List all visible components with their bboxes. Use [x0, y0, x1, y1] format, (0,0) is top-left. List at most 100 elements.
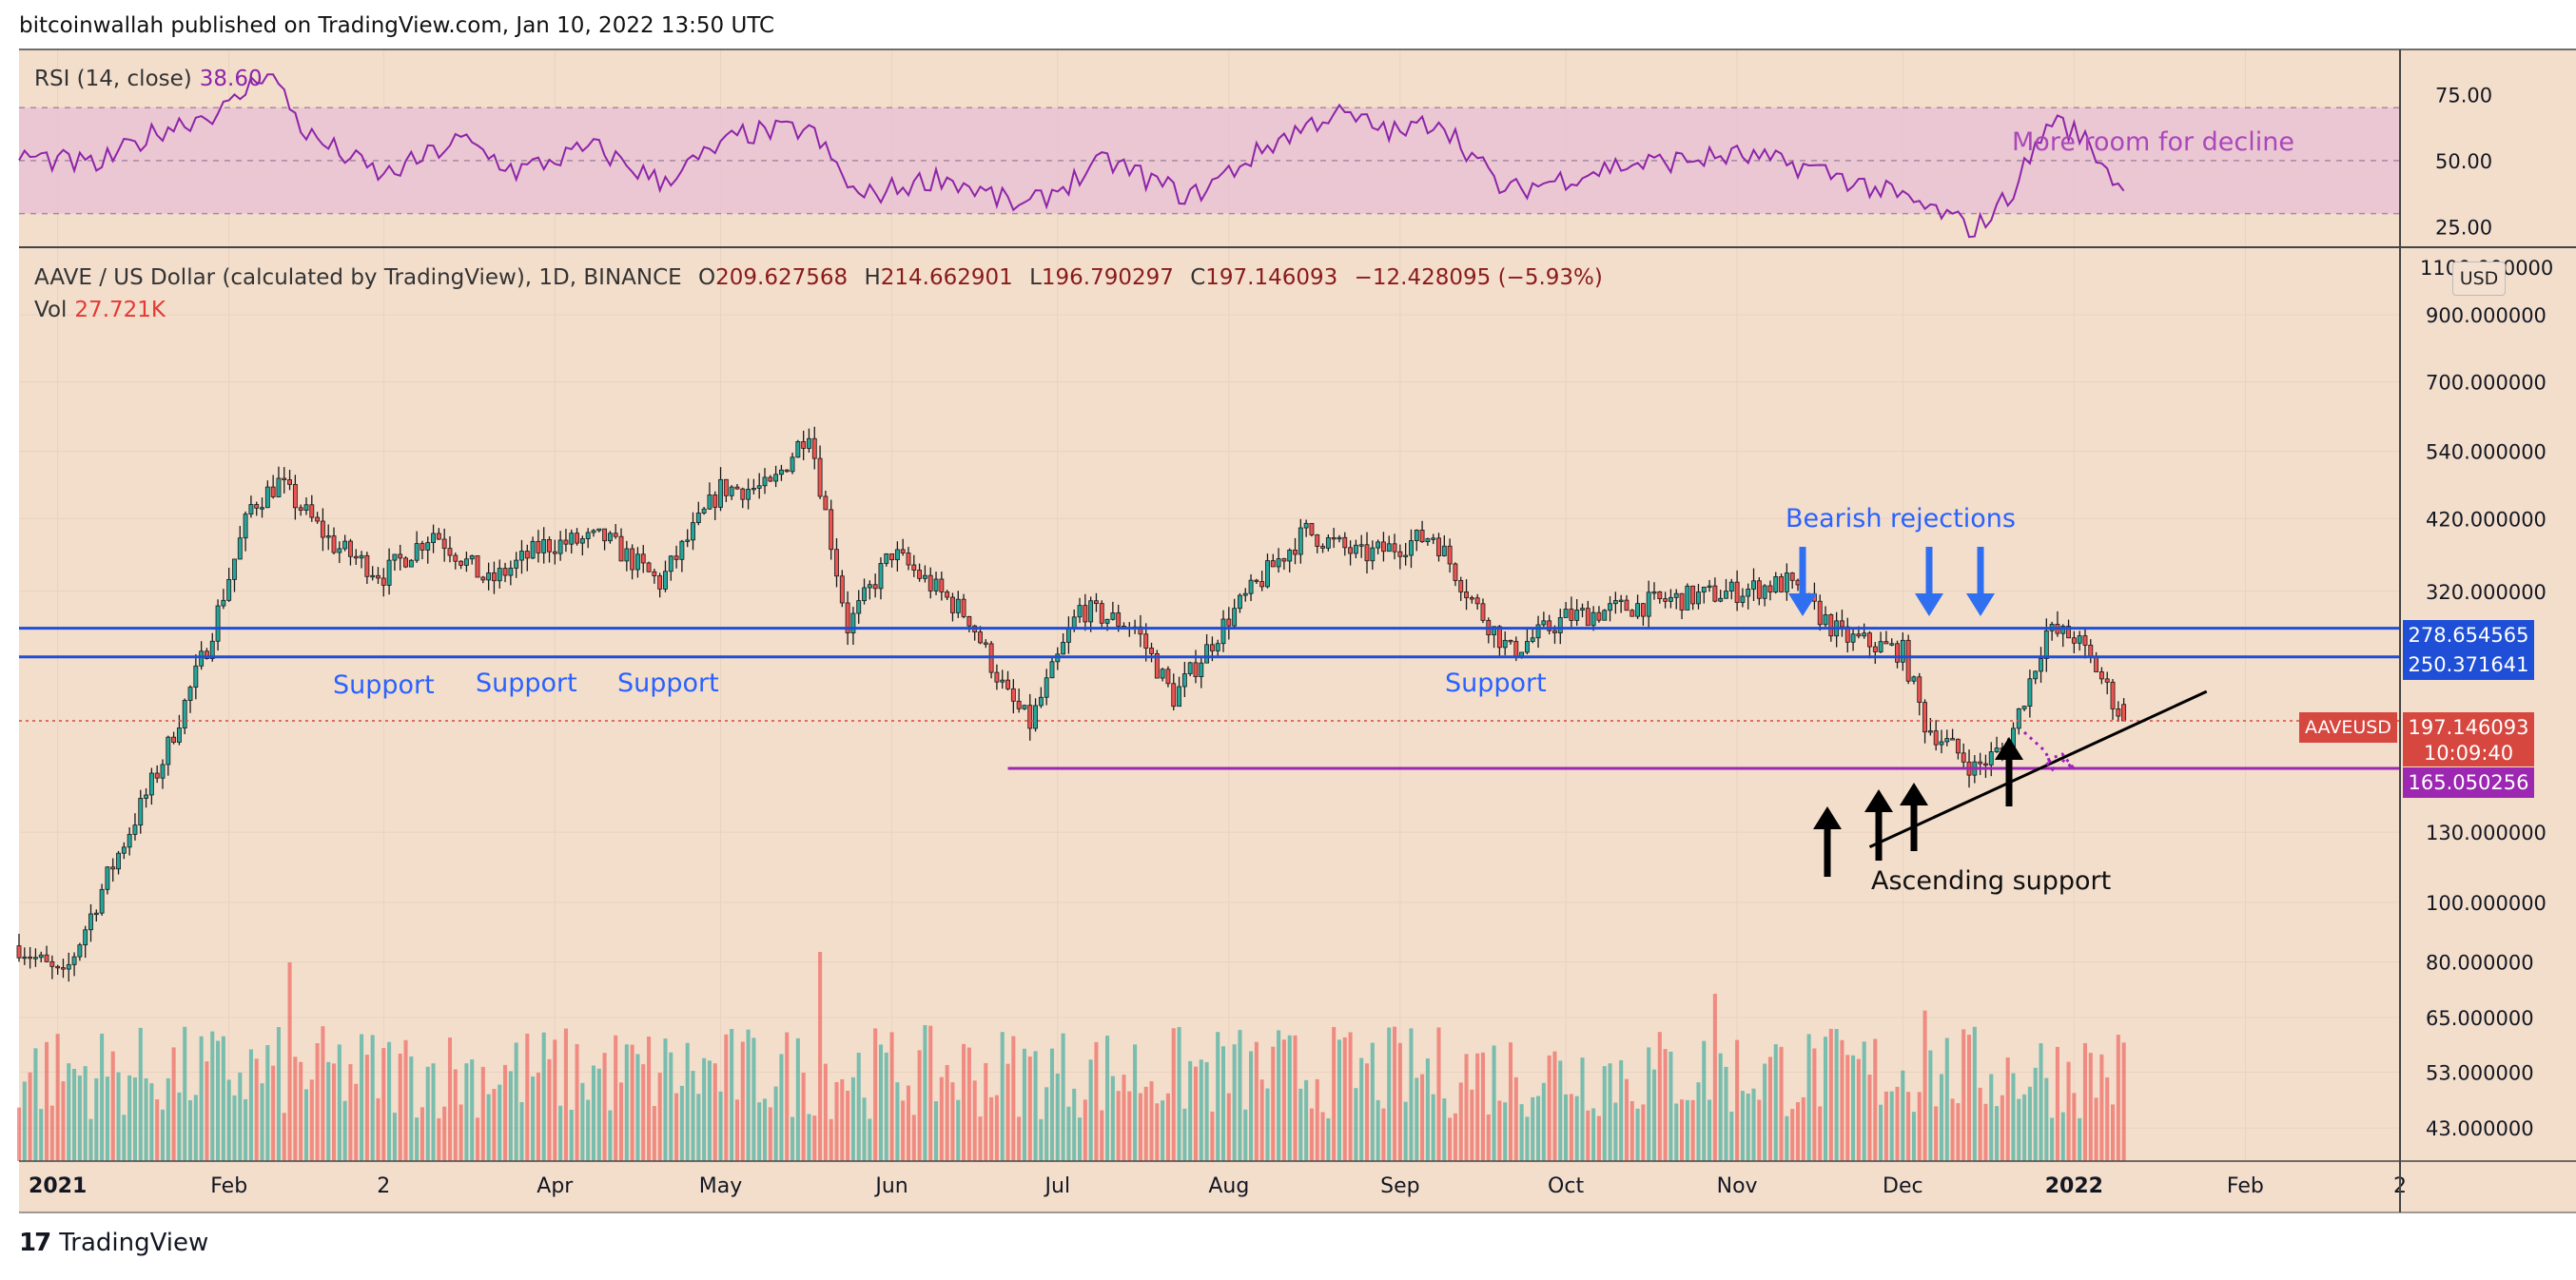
volume-bar	[1480, 1052, 1486, 1161]
volume-bar	[387, 1041, 392, 1161]
support-annotation-2: Support	[476, 669, 577, 698]
candle-body	[1154, 652, 1160, 679]
candle-body	[193, 665, 199, 688]
volume-bar	[746, 1029, 751, 1161]
volume-bar	[1525, 1116, 1530, 1161]
currency-button[interactable]: USD	[2452, 262, 2506, 296]
volume-bar	[1376, 1099, 1380, 1161]
candle-body	[845, 602, 850, 633]
candle-body	[1612, 600, 1618, 605]
volume-bar	[232, 1095, 237, 1161]
volume-bar	[1508, 1042, 1513, 1161]
volume-bar	[790, 1116, 795, 1161]
volume-bar	[2033, 1067, 2038, 1161]
volume-bar	[127, 1075, 132, 1161]
volume-bar	[1574, 1096, 1579, 1161]
candle-body	[353, 555, 359, 559]
candle-body	[187, 687, 193, 701]
volume-bar	[950, 1082, 955, 1161]
candle-body	[1298, 527, 1303, 555]
volume-bar	[630, 1044, 634, 1161]
symbol-ohlc-legend[interactable]: AAVE / US Dollar (calculated by TradingV…	[34, 265, 1603, 290]
volume-bar	[364, 1055, 369, 1161]
candle-body	[634, 553, 640, 571]
candle-body	[673, 555, 679, 560]
candle-body	[22, 956, 28, 960]
candle-body	[160, 764, 166, 779]
volume-bar	[1216, 1032, 1220, 1161]
candlestick-series	[16, 426, 2127, 982]
candle-body	[1038, 696, 1044, 707]
volume-bar	[1061, 1033, 1065, 1161]
candle-body	[541, 539, 547, 553]
candle-body	[1199, 662, 1204, 678]
volume-bar	[1470, 1089, 1474, 1161]
candle-body	[337, 548, 342, 553]
volume-bar	[2088, 1053, 2093, 1161]
rsi-legend[interactable]: RSI (14, close) 38.60	[34, 67, 263, 91]
candle-body	[773, 474, 779, 482]
candle-body	[1630, 610, 1635, 617]
candle-body	[1276, 558, 1281, 568]
candle-body	[1049, 661, 1055, 679]
volume-bar	[321, 1026, 325, 1161]
volume-bar	[591, 1065, 596, 1161]
volume-bar	[2066, 1061, 2071, 1161]
candle-body	[1187, 662, 1193, 674]
candle-body	[889, 553, 895, 561]
volume-bar	[2072, 1093, 2077, 1161]
volume-bar	[348, 1063, 353, 1161]
candle-body	[1242, 592, 1248, 596]
volume-bar	[911, 1115, 916, 1161]
volume-bar	[624, 1044, 629, 1161]
volume-bar	[1763, 1063, 1767, 1161]
volume-legend[interactable]: Vol 27.721K	[34, 298, 166, 322]
volume-bar	[669, 1052, 673, 1161]
candle-body	[1353, 544, 1358, 554]
candle-body	[1922, 702, 1927, 733]
volume-bar	[1895, 1086, 1900, 1161]
candle-body	[524, 551, 530, 559]
candle-body	[701, 508, 707, 514]
volume-bar	[773, 1086, 778, 1161]
candle-body	[530, 540, 536, 559]
volume-bar	[1669, 1051, 1673, 1161]
price-axis-label: 80.000000	[2426, 952, 2534, 975]
candle-body	[1337, 536, 1342, 540]
volume-bar	[1226, 1093, 1231, 1161]
volume-bar	[862, 1097, 867, 1161]
volume-bar	[1315, 1078, 1319, 1161]
volume-bar	[514, 1042, 518, 1161]
candle-body	[927, 574, 933, 592]
volume-bar	[724, 1034, 729, 1161]
candle-body	[303, 504, 309, 511]
volume-bar	[608, 1110, 613, 1161]
volume-bar	[1569, 1094, 1573, 1161]
candle-body	[1293, 550, 1298, 555]
tradingview-footer[interactable]: 17 TradingView	[19, 1229, 208, 1257]
plot-background	[19, 49, 2400, 1161]
candle-body	[911, 564, 917, 571]
volume-bar	[647, 1037, 652, 1161]
candle-body	[1574, 610, 1580, 621]
volume-bar	[1249, 1051, 1254, 1161]
volume-bar	[1287, 1035, 1292, 1161]
volume-bar	[1243, 1109, 1248, 1161]
volume-bar	[1702, 1040, 1707, 1161]
candle-body	[801, 441, 807, 449]
candle-body	[712, 494, 718, 508]
last-price-label: 197.146093	[2403, 712, 2534, 743]
candle-body	[691, 522, 695, 541]
volume-bar	[508, 1071, 513, 1161]
volume-bar	[1680, 1099, 1685, 1161]
candle-body	[994, 671, 1000, 683]
volume-bar	[1818, 1106, 1823, 1161]
candle-body	[1535, 624, 1541, 639]
volume-bar	[840, 1078, 845, 1161]
candle-body	[1673, 592, 1679, 598]
candle-body	[1701, 586, 1707, 592]
volume-bar	[906, 1085, 911, 1161]
volume-bar	[1177, 1027, 1181, 1161]
candle-body	[348, 540, 353, 557]
volume-bar	[1978, 1087, 1982, 1161]
